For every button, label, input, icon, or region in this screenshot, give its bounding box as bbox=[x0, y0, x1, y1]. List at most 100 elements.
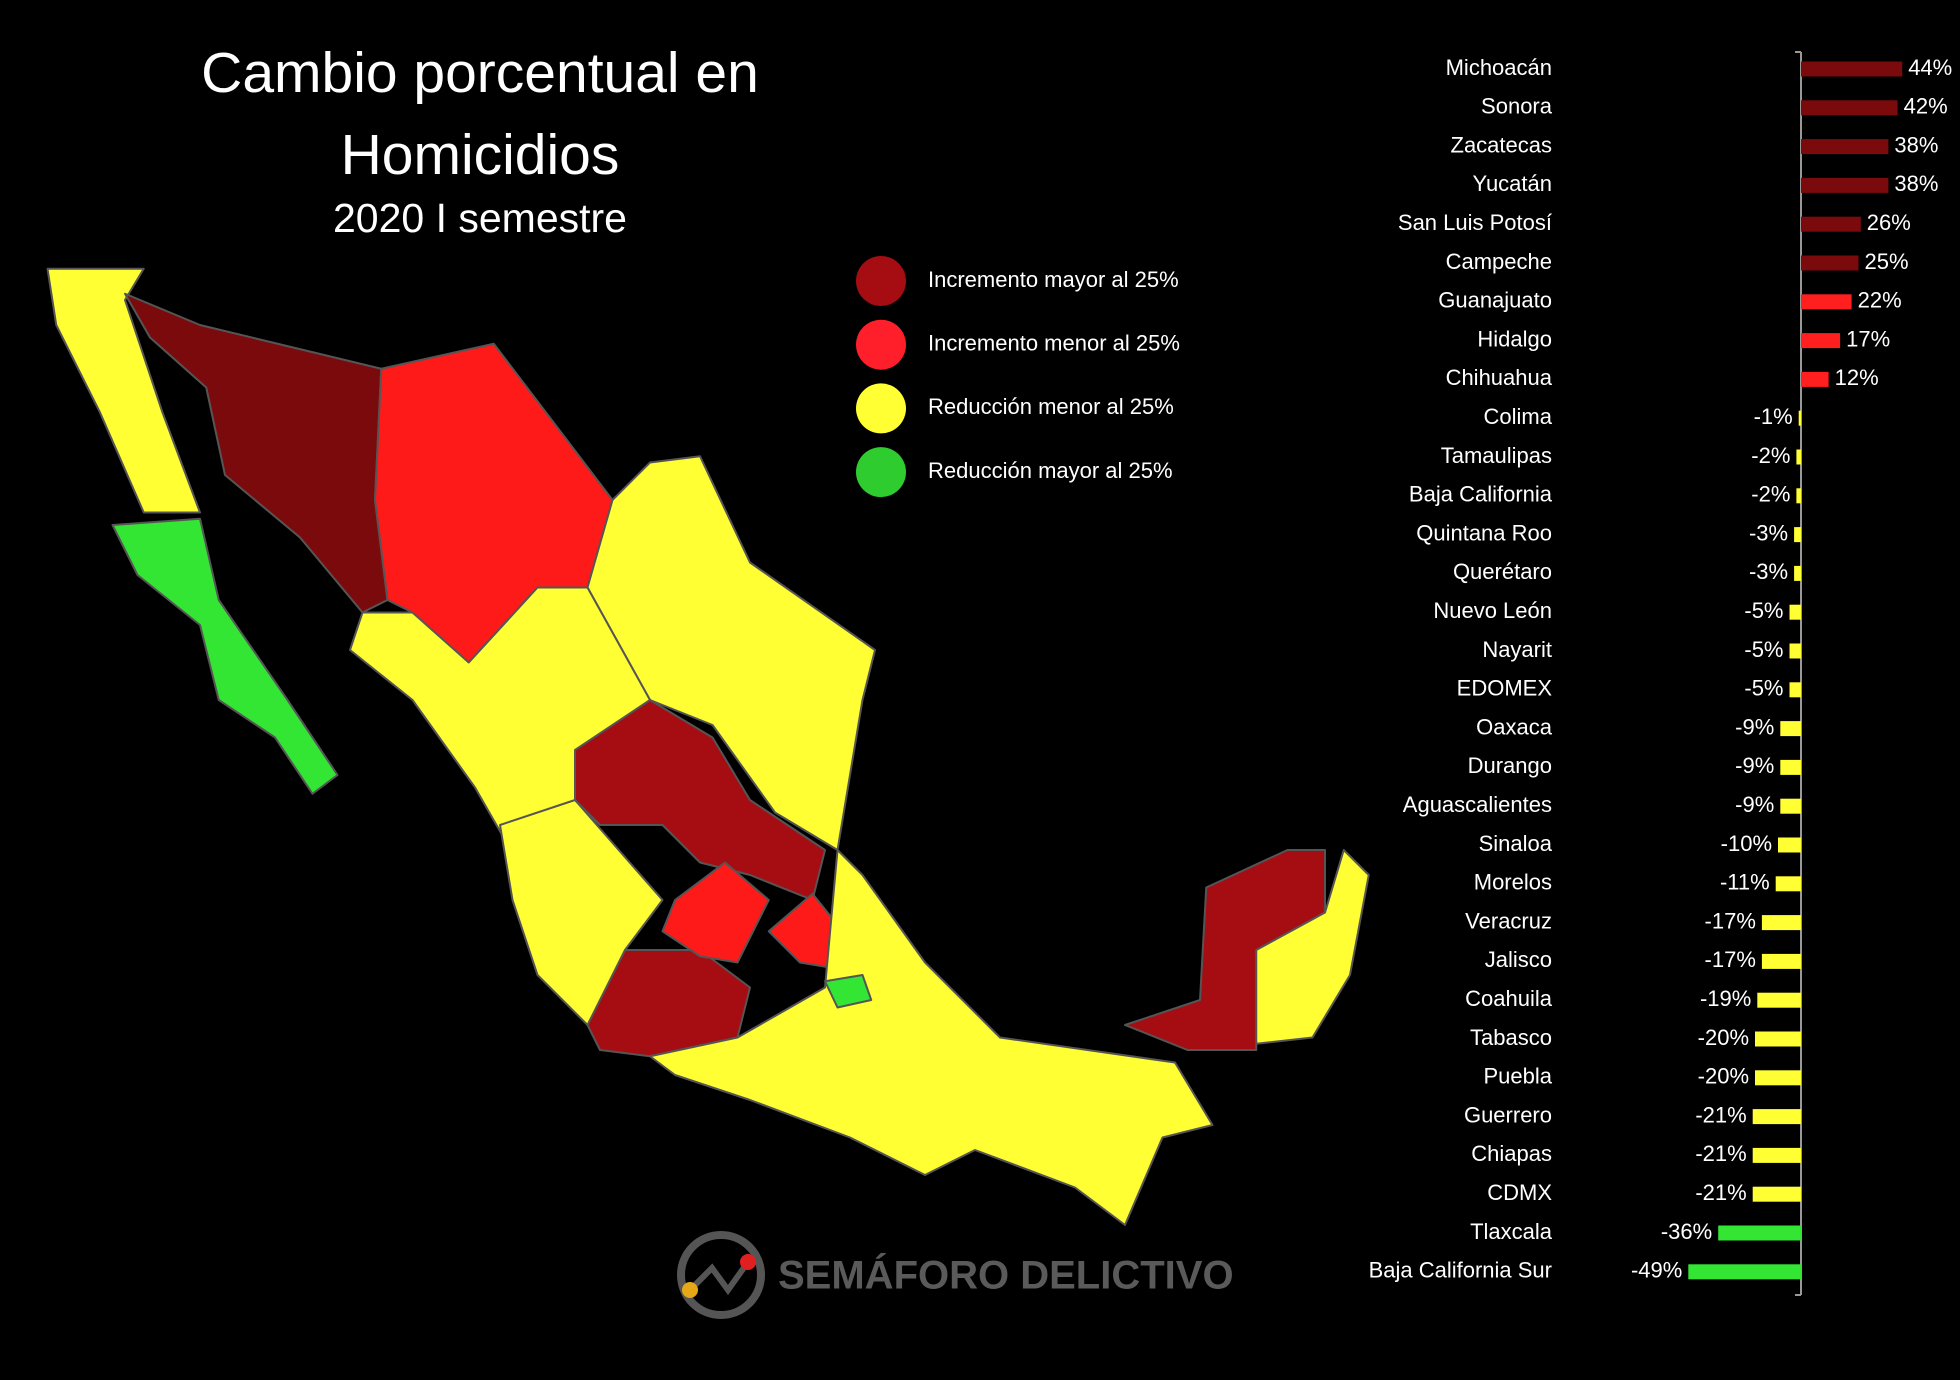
map bbox=[46, 267, 1370, 1226]
value-label: -3% bbox=[1749, 559, 1788, 584]
bar bbox=[1801, 371, 1829, 387]
category-label: Nayarit bbox=[1482, 637, 1552, 662]
value-label: 42% bbox=[1904, 94, 1948, 119]
legend-label: Reducción menor al 25% bbox=[928, 394, 1174, 419]
legend-swatch bbox=[856, 319, 906, 370]
value-label: -11% bbox=[1720, 870, 1770, 895]
category-label: Coahuila bbox=[1465, 986, 1553, 1011]
legend-label: Incremento mayor al 25% bbox=[928, 267, 1179, 292]
bar bbox=[1761, 953, 1801, 969]
legend-label: Reducción mayor al 25% bbox=[928, 458, 1173, 483]
logo-text: SEMÁFORO DELICTIVO bbox=[778, 1253, 1234, 1298]
category-label: Guerrero bbox=[1464, 1102, 1552, 1127]
category-label: Tlaxcala bbox=[1470, 1219, 1553, 1244]
bar bbox=[1794, 527, 1801, 543]
bar bbox=[1789, 643, 1801, 659]
category-label: Tamaulipas bbox=[1441, 443, 1552, 468]
value-label: 22% bbox=[1858, 288, 1902, 313]
chart-subtitle: 2020 I semestre bbox=[333, 195, 627, 241]
value-label: -36% bbox=[1661, 1219, 1712, 1244]
bar bbox=[1794, 565, 1801, 581]
value-label: 25% bbox=[1865, 249, 1909, 274]
bar bbox=[1755, 1031, 1801, 1047]
category-label: Campeche bbox=[1446, 249, 1552, 274]
value-label: -9% bbox=[1735, 753, 1774, 778]
category-label: Morelos bbox=[1474, 870, 1552, 895]
category-label: Zacatecas bbox=[1451, 132, 1553, 157]
bar bbox=[1796, 449, 1801, 465]
map-region bbox=[111, 517, 339, 795]
category-label: Veracruz bbox=[1465, 908, 1552, 933]
category-label: Michoacán bbox=[1446, 55, 1552, 80]
legend-swatch bbox=[856, 256, 906, 306]
value-label: -21% bbox=[1695, 1102, 1746, 1127]
legend-swatch bbox=[856, 383, 906, 434]
bar bbox=[1801, 255, 1859, 271]
value-label: -5% bbox=[1744, 676, 1783, 701]
bar bbox=[1752, 1109, 1801, 1125]
category-label: Querétaro bbox=[1453, 559, 1552, 584]
category-label: Tabasco bbox=[1470, 1025, 1552, 1050]
bar bbox=[1775, 876, 1801, 892]
map-region bbox=[46, 267, 201, 514]
category-label: Colima bbox=[1484, 404, 1553, 429]
category-label: Baja California Sur bbox=[1369, 1258, 1552, 1283]
value-label: -3% bbox=[1749, 520, 1788, 545]
bar bbox=[1801, 61, 1903, 77]
bar bbox=[1780, 798, 1801, 814]
map-region bbox=[1124, 849, 1326, 1051]
value-label: -21% bbox=[1695, 1141, 1746, 1166]
bar bbox=[1757, 992, 1801, 1008]
bar bbox=[1752, 1186, 1801, 1202]
value-label: -19% bbox=[1700, 986, 1751, 1011]
bar bbox=[1801, 139, 1889, 155]
map-region bbox=[661, 861, 770, 964]
category-label: Nuevo León bbox=[1433, 598, 1552, 623]
value-label: -10% bbox=[1721, 831, 1772, 856]
value-label: -1% bbox=[1754, 404, 1793, 429]
category-label: Sinaloa bbox=[1479, 831, 1553, 856]
category-label: Hidalgo bbox=[1477, 326, 1552, 351]
category-label: Quintana Roo bbox=[1416, 520, 1552, 545]
bar bbox=[1796, 488, 1801, 504]
value-label: 12% bbox=[1835, 365, 1879, 390]
bar bbox=[1801, 177, 1889, 193]
value-label: 26% bbox=[1867, 210, 1911, 235]
category-label: Guanajuato bbox=[1438, 288, 1552, 313]
value-label: 38% bbox=[1894, 171, 1938, 196]
value-label: -9% bbox=[1735, 714, 1774, 739]
value-label: -2% bbox=[1751, 443, 1790, 468]
bar bbox=[1688, 1264, 1801, 1280]
bar bbox=[1798, 410, 1801, 426]
bar bbox=[1718, 1225, 1801, 1241]
value-label: 17% bbox=[1846, 326, 1890, 351]
legend-label: Incremento menor al 25% bbox=[928, 331, 1180, 356]
chart-title: Cambio porcentual en Homicidios bbox=[201, 41, 759, 187]
value-label: -20% bbox=[1698, 1025, 1749, 1050]
category-label: EDOMEX bbox=[1457, 676, 1553, 701]
legend-swatch bbox=[856, 447, 906, 498]
value-label: -20% bbox=[1698, 1064, 1749, 1089]
bar bbox=[1801, 216, 1861, 232]
bar bbox=[1755, 1070, 1801, 1086]
category-label: San Luis Potosí bbox=[1398, 210, 1552, 235]
map-region bbox=[649, 849, 1214, 1226]
bar bbox=[1752, 1147, 1801, 1163]
map-region bbox=[586, 949, 751, 1058]
value-label: -9% bbox=[1735, 792, 1774, 817]
value-label: -17% bbox=[1705, 908, 1756, 933]
value-label: -5% bbox=[1744, 637, 1783, 662]
bar bbox=[1761, 915, 1801, 931]
bar bbox=[1780, 759, 1801, 775]
bar bbox=[1778, 837, 1801, 853]
category-label: Aguascalientes bbox=[1403, 792, 1552, 817]
map-region bbox=[1255, 849, 1370, 1045]
category-label: Chiapas bbox=[1471, 1141, 1552, 1166]
bar bbox=[1801, 100, 1898, 116]
bar bbox=[1789, 682, 1801, 698]
bar bbox=[1789, 604, 1801, 620]
value-label: -21% bbox=[1695, 1180, 1746, 1205]
category-label: Chihuahua bbox=[1446, 365, 1553, 390]
value-label: 38% bbox=[1894, 132, 1938, 157]
